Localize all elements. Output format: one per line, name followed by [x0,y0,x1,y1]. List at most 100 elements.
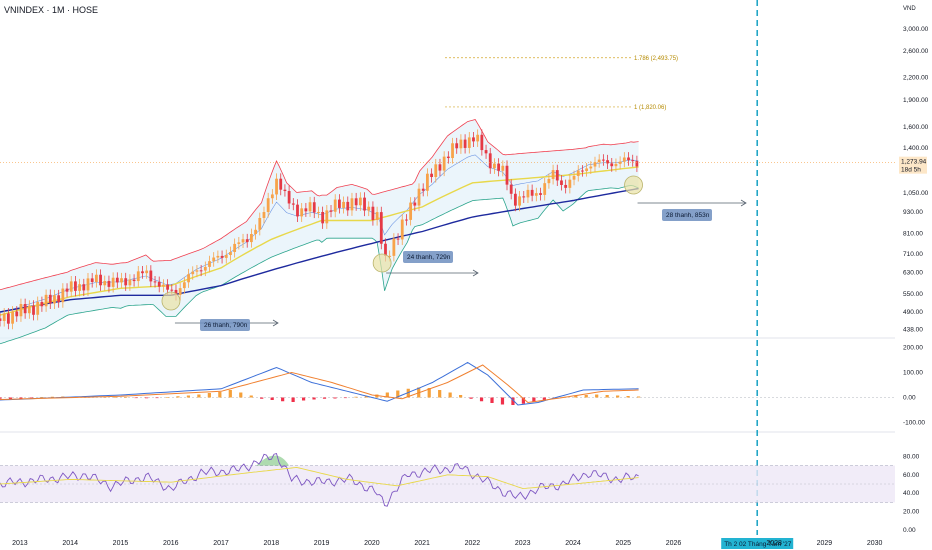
macd-histogram-bar [406,388,410,398]
macd-y-tick: -100.00 [903,420,925,427]
countdown-label: 18d 5h [901,167,921,174]
last-price-label: 1,273.94 [901,159,927,166]
pivot-marker [624,175,643,195]
candle-body [166,284,170,290]
macd-histogram-bar [176,396,180,398]
rsi-y-tick: 80.00 [903,453,920,460]
x-tick-label: 2021 [414,540,430,547]
macd-histogram-bar [521,397,526,404]
candle-body [258,217,262,230]
macd-histogram-bar [207,393,211,398]
candle-body [132,279,136,282]
candle-body [539,193,542,195]
candle-body [354,198,358,206]
macd-histogram-bar [134,397,138,399]
candle-body [279,178,283,190]
candle-body [631,160,635,162]
rsi-y-tick: 20.00 [903,509,920,516]
candle-body [61,288,65,303]
macd-histogram-bar [542,397,546,400]
candle-body [128,279,132,286]
fibonacci-label: 1.786 (2,493.75) [634,56,678,62]
candle-body [94,274,98,282]
candle-body [367,206,371,211]
x-tick-label: 2016 [163,540,179,547]
y-tick-label: 550.00 [903,291,923,298]
candle-body [212,257,216,262]
x-tick-label: 2023 [515,540,531,547]
candle-body [455,143,459,149]
y-tick-label: 1,050.00 [903,190,929,197]
candle-body [451,143,454,159]
candle-body [229,251,232,256]
y-tick-label: 438.00 [903,326,923,333]
candle-body [304,208,308,212]
candle-body [308,202,312,212]
candle-body [358,197,362,206]
macd-line [0,361,639,406]
macd-histogram-bar [144,397,149,399]
candle-body [74,281,77,291]
macd-histogram-bar [197,394,201,398]
rsi-overbought-fill [256,455,290,466]
moving-average-line [0,187,639,313]
candle-body [476,134,480,142]
candle-body [564,184,568,188]
candle-body [627,157,630,161]
candle-body [262,212,266,218]
candle-body [497,163,501,171]
y-tick-label: 3,000.00 [903,26,929,33]
candle-body [287,191,291,204]
macd-line [0,364,639,404]
candle-body [250,234,253,243]
candle-body [606,160,609,164]
candle-body [82,284,86,291]
candle-body [329,210,333,212]
candle-body [174,289,178,295]
x-tick-label: 2025 [615,540,631,547]
candle-body [136,271,140,282]
rsi-line [0,452,639,507]
macd-histogram-bar [0,397,2,399]
macd-histogram-bar [490,397,494,403]
macd-histogram-bar [301,397,306,401]
candle-body [375,212,379,221]
candle-body [371,206,375,221]
x-tick-label: 2026 [666,540,682,547]
candle-body [342,201,345,208]
candle-body [241,239,245,243]
candle-body [405,219,408,221]
bollinger-lower [0,185,639,345]
annotation-box [403,251,453,263]
candle-body [467,137,471,148]
candle-body [300,208,304,217]
candle-body [312,202,316,213]
candle-body [111,277,115,287]
x-tick-label: 2018 [264,540,280,547]
candle-body [560,180,563,185]
candle-body [438,164,442,171]
bollinger-fill [0,119,639,344]
macd-histogram-bar [343,397,348,399]
rsi-line [0,466,639,490]
x-tick-label: 2015 [113,540,129,547]
x-tick-label: 2030 [867,540,883,547]
candle-body [346,201,350,211]
macd-histogram-bar [228,390,232,398]
x-tick-label: 2022 [465,540,481,547]
candle-body [396,238,400,240]
candle-body [442,156,446,171]
candle-body [434,164,438,178]
macd-histogram-bar [532,397,536,402]
candle-body [99,274,102,286]
y-tick-label: 1,900.00 [903,97,929,104]
bollinger-upper [0,119,639,291]
macd-histogram-bar [438,390,442,398]
candle-body [2,313,6,321]
candle-body [384,243,387,256]
candle-body [78,284,82,291]
macd-histogram-bar [636,396,641,398]
candle-body [480,134,484,151]
candle-body [203,266,207,271]
